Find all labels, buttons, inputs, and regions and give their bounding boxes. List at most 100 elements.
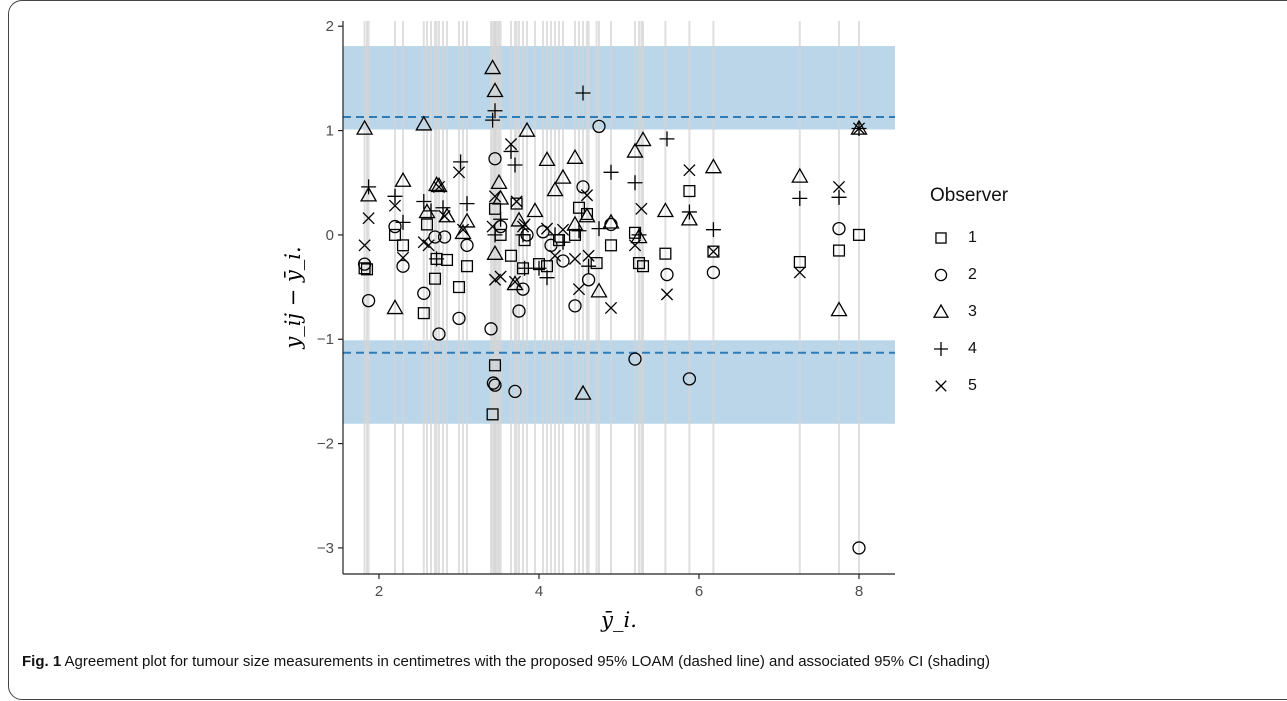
legend-marker-square-icon xyxy=(935,231,947,244)
point-observer-4 xyxy=(575,85,591,101)
point-observer-5 xyxy=(456,223,470,236)
point-observer-1 xyxy=(832,244,846,257)
point-observer-2 xyxy=(852,541,866,555)
point-observer-5 xyxy=(358,239,371,252)
point-observer-1 xyxy=(504,249,518,262)
y-tick-label: −1 xyxy=(317,331,334,348)
point-observer-4 xyxy=(429,251,445,267)
point-observer-5 xyxy=(556,223,570,236)
point-observer-5 xyxy=(604,301,618,315)
point-observer-3 xyxy=(574,384,592,400)
point-observer-3 xyxy=(415,115,433,131)
point-observer-4 xyxy=(531,260,547,276)
point-observer-4 xyxy=(571,223,587,239)
legend-marker-shape xyxy=(934,341,948,356)
x-tick-label: 4 xyxy=(535,583,543,600)
legend-label: 5 xyxy=(968,376,977,394)
point-observer-3 xyxy=(506,275,524,291)
legend-item-1: 1 xyxy=(930,219,1008,256)
point-observer-1 xyxy=(852,228,866,241)
point-observer-5 xyxy=(396,251,410,264)
point-observer-5 xyxy=(540,222,554,235)
point-observer-4 xyxy=(681,204,697,220)
point-observer-2 xyxy=(357,257,372,271)
point-observer-4 xyxy=(453,154,469,170)
point-observer-4 xyxy=(581,258,597,274)
point-observer-5 xyxy=(580,189,594,202)
point-observer-1 xyxy=(636,260,650,273)
point-observer-1 xyxy=(358,262,371,275)
point-observer-3 xyxy=(518,121,536,137)
point-observer-1 xyxy=(659,247,672,260)
point-observer-4 xyxy=(459,196,475,212)
legend-marker-shape xyxy=(934,268,948,281)
point-observer-4 xyxy=(631,227,647,243)
point-observer-3 xyxy=(578,207,596,223)
legend-label: 4 xyxy=(968,339,977,357)
point-observer-4 xyxy=(493,211,509,227)
legend-item-4: 4 xyxy=(930,330,1008,367)
point-observer-5 xyxy=(683,164,696,177)
point-observer-5 xyxy=(852,122,866,135)
point-observer-4 xyxy=(705,222,721,238)
point-observer-5 xyxy=(486,220,499,233)
point-observer-1 xyxy=(428,272,442,285)
point-observer-1 xyxy=(396,239,410,252)
point-observer-5 xyxy=(628,239,642,252)
figure-caption: Fig. 1 Agreement plot for tumour size me… xyxy=(22,652,1222,672)
point-observer-3 xyxy=(626,142,644,158)
point-observer-3 xyxy=(394,171,412,187)
point-observer-5 xyxy=(422,239,435,252)
point-observer-1 xyxy=(793,255,806,269)
y-tick-label: 2 xyxy=(326,18,334,35)
point-observer-3 xyxy=(791,167,809,183)
point-observer-5 xyxy=(432,180,446,193)
point-observer-4 xyxy=(485,112,501,128)
y-tick-label: −2 xyxy=(317,436,334,453)
point-observer-4 xyxy=(416,194,432,210)
point-observer-3 xyxy=(458,212,476,228)
point-observer-5 xyxy=(488,190,502,203)
point-observer-3 xyxy=(554,168,572,184)
point-observer-4 xyxy=(831,189,847,205)
point-observer-1 xyxy=(440,253,454,266)
point-observer-5 xyxy=(452,166,466,179)
point-observer-3 xyxy=(430,177,448,193)
point-observer-5 xyxy=(548,249,562,262)
point-observer-1 xyxy=(460,260,474,273)
point-observer-2 xyxy=(361,293,376,308)
legend-marker-x-icon xyxy=(935,379,947,392)
point-observer-5 xyxy=(707,245,720,258)
point-observer-4 xyxy=(387,188,403,204)
point-observer-2 xyxy=(660,267,674,282)
point-observer-5 xyxy=(572,283,586,296)
point-observer-2 xyxy=(417,286,431,300)
point-observer-3 xyxy=(566,148,584,164)
point-observer-4 xyxy=(547,227,563,243)
point-observer-1 xyxy=(510,197,523,210)
point-observer-2 xyxy=(536,225,550,239)
point-observer-2 xyxy=(706,265,721,280)
point-observer-2 xyxy=(437,230,452,244)
point-observer-4 xyxy=(627,175,643,191)
legend-title: Observer xyxy=(930,185,1009,206)
y-tick-label: 0 xyxy=(326,227,334,244)
point-observer-2 xyxy=(508,384,522,399)
point-observer-3 xyxy=(490,173,508,190)
point-observer-4 xyxy=(659,131,675,147)
point-observer-2 xyxy=(512,304,526,318)
point-observer-4 xyxy=(603,164,619,180)
point-observer-3 xyxy=(830,301,848,317)
point-observer-2 xyxy=(682,372,697,386)
point-observer-3 xyxy=(359,186,378,202)
point-observer-1 xyxy=(417,307,430,320)
point-observer-5 xyxy=(494,270,507,283)
y-tick-label: 1 xyxy=(326,123,334,140)
point-observer-1 xyxy=(632,257,646,270)
point-observer-1 xyxy=(488,359,502,372)
point-observer-5 xyxy=(582,249,595,262)
series-observer-4 xyxy=(361,85,867,286)
point-observer-5 xyxy=(504,138,518,151)
series-observer-3 xyxy=(355,59,868,400)
point-observer-2 xyxy=(488,152,502,166)
